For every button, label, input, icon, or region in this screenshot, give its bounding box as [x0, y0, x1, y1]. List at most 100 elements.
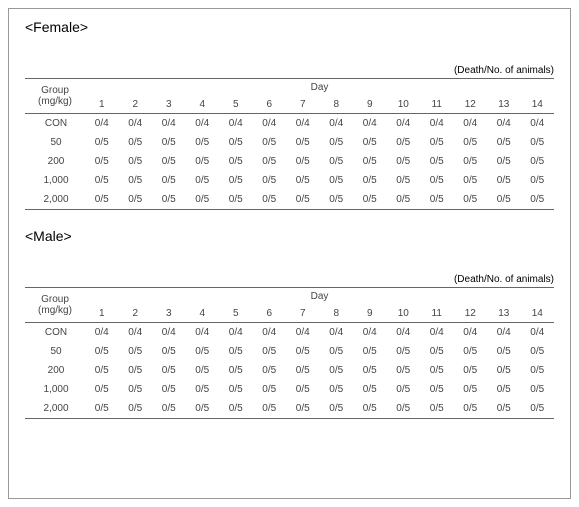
day-col-13: 13	[487, 96, 521, 114]
value-cell: 0/5	[186, 152, 220, 171]
day-col-4: 4	[186, 96, 220, 114]
day-col-3: 3	[152, 305, 186, 323]
day-col-6: 6	[253, 305, 287, 323]
value-cell: 0/4	[253, 323, 287, 343]
value-cell: 0/5	[320, 361, 354, 380]
table-row: 2,0000/50/50/50/50/50/50/50/50/50/50/50/…	[25, 190, 554, 210]
value-cell: 0/4	[454, 114, 488, 134]
value-cell: 0/5	[387, 342, 421, 361]
value-cell: 0/5	[454, 133, 488, 152]
value-cell: 0/5	[521, 190, 555, 210]
table-row: 2000/50/50/50/50/50/50/50/50/50/50/50/50…	[25, 152, 554, 171]
value-cell: 0/5	[387, 380, 421, 399]
value-cell: 0/4	[487, 114, 521, 134]
value-cell: 0/5	[521, 152, 555, 171]
value-cell: 0/5	[420, 171, 454, 190]
value-cell: 0/5	[253, 171, 287, 190]
day-col-9: 9	[353, 96, 387, 114]
value-cell: 0/5	[186, 133, 220, 152]
day-col-10: 10	[387, 96, 421, 114]
value-cell: 0/5	[152, 152, 186, 171]
value-cell: 0/5	[219, 171, 253, 190]
value-cell: 0/5	[219, 399, 253, 419]
value-cell: 0/4	[152, 323, 186, 343]
group-cell: 2,000	[25, 190, 85, 210]
value-cell: 0/5	[219, 190, 253, 210]
group-cell: 1,000	[25, 380, 85, 399]
value-cell: 0/5	[253, 133, 287, 152]
value-cell: 0/5	[420, 133, 454, 152]
value-cell: 0/4	[253, 114, 287, 134]
value-cell: 0/5	[521, 342, 555, 361]
value-cell: 0/4	[320, 323, 354, 343]
value-cell: 0/5	[186, 171, 220, 190]
value-cell: 0/5	[454, 190, 488, 210]
day-col-3: 3	[152, 96, 186, 114]
value-cell: 0/5	[353, 361, 387, 380]
table-row: 500/50/50/50/50/50/50/50/50/50/50/50/50/…	[25, 133, 554, 152]
value-cell: 0/5	[320, 342, 354, 361]
day-col-2: 2	[119, 96, 153, 114]
day-col-6: 6	[253, 96, 287, 114]
day-col-14: 14	[521, 96, 555, 114]
value-cell: 0/5	[85, 152, 119, 171]
group-cell: 1,000	[25, 171, 85, 190]
value-cell: 0/4	[420, 323, 454, 343]
value-cell: 0/5	[487, 152, 521, 171]
day-col-5: 5	[219, 305, 253, 323]
value-cell: 0/5	[186, 190, 220, 210]
value-cell: 0/5	[253, 361, 287, 380]
value-cell: 0/5	[85, 361, 119, 380]
day-col-5: 5	[219, 96, 253, 114]
value-cell: 0/5	[521, 171, 555, 190]
value-cell: 0/5	[320, 152, 354, 171]
value-cell: 0/4	[152, 114, 186, 134]
value-cell: 0/5	[320, 171, 354, 190]
value-cell: 0/5	[152, 399, 186, 419]
value-cell: 0/5	[454, 342, 488, 361]
value-cell: 0/4	[387, 323, 421, 343]
value-cell: 0/5	[320, 380, 354, 399]
value-cell: 0/5	[219, 361, 253, 380]
value-cell: 0/5	[521, 133, 555, 152]
value-cell: 0/4	[487, 323, 521, 343]
value-cell: 0/5	[286, 361, 320, 380]
value-cell: 0/4	[119, 114, 153, 134]
day-header: Day	[85, 79, 554, 96]
value-cell: 0/5	[119, 133, 153, 152]
value-cell: 0/5	[387, 361, 421, 380]
value-cell: 0/4	[119, 323, 153, 343]
value-cell: 0/5	[186, 342, 220, 361]
value-cell: 0/5	[119, 361, 153, 380]
value-cell: 0/5	[85, 190, 119, 210]
group-cell: 50	[25, 342, 85, 361]
value-cell: 0/4	[286, 323, 320, 343]
value-cell: 0/5	[420, 361, 454, 380]
value-cell: 0/5	[286, 399, 320, 419]
table-row: 2000/50/50/50/50/50/50/50/50/50/50/50/50…	[25, 361, 554, 380]
value-cell: 0/5	[387, 399, 421, 419]
table-row: 1,0000/50/50/50/50/50/50/50/50/50/50/50/…	[25, 380, 554, 399]
value-cell: 0/5	[487, 342, 521, 361]
section-female: <Female>(Death/No. of animals)Group(mg/k…	[25, 19, 554, 210]
value-cell: 0/5	[219, 152, 253, 171]
table-row: CON0/40/40/40/40/40/40/40/40/40/40/40/40…	[25, 323, 554, 343]
value-cell: 0/5	[85, 342, 119, 361]
table-row: 500/50/50/50/50/50/50/50/50/50/50/50/50/…	[25, 342, 554, 361]
day-col-10: 10	[387, 305, 421, 323]
day-col-7: 7	[286, 96, 320, 114]
day-col-9: 9	[353, 305, 387, 323]
group-header: Group(mg/kg)	[25, 79, 85, 114]
value-cell: 0/4	[85, 114, 119, 134]
group-cell: 50	[25, 133, 85, 152]
value-cell: 0/5	[353, 380, 387, 399]
value-cell: 0/5	[454, 152, 488, 171]
day-col-13: 13	[487, 305, 521, 323]
value-cell: 0/5	[420, 342, 454, 361]
value-cell: 0/5	[119, 152, 153, 171]
value-cell: 0/5	[253, 399, 287, 419]
value-cell: 0/5	[119, 342, 153, 361]
day-col-4: 4	[186, 305, 220, 323]
section-male: <Male>(Death/No. of animals)Group(mg/kg)…	[25, 228, 554, 419]
group-cell: CON	[25, 323, 85, 343]
